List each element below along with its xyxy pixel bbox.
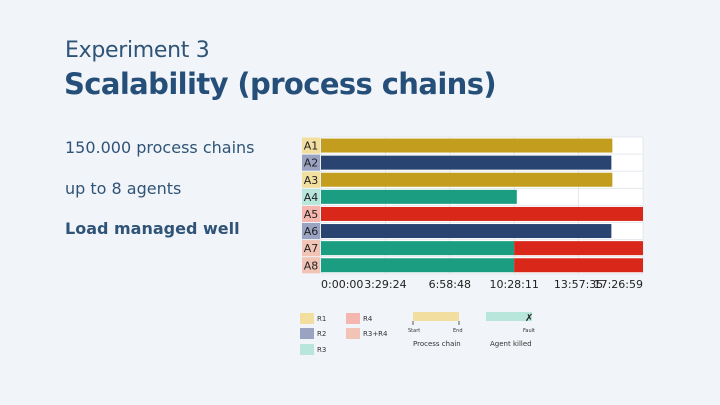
legend-fault-marker: ✗ [525, 313, 533, 324]
agent-label-a4: A4 [304, 191, 319, 204]
legend-swatch-r2 [300, 328, 314, 339]
agent-bar-a8-seg2 [514, 258, 643, 273]
agent-label-a3: A3 [304, 174, 319, 187]
legend-agent-killed-bar [486, 312, 532, 321]
agent-bar-a3-seg1 [321, 172, 613, 187]
agent-label-bg-a3 [302, 171, 320, 188]
agent-label-bg-a7 [302, 240, 320, 257]
agent-label-bg-a8 [302, 257, 320, 274]
bullet-agents: up to 8 agents [65, 179, 182, 198]
agent-bar-a1-seg1 [321, 138, 613, 153]
agent-label-bg-a5 [302, 205, 320, 222]
x-tick-label: 6:58:48 [429, 278, 471, 291]
x-tick-label: 17:26:59 [594, 278, 643, 291]
legend-label-r2: R2 [317, 330, 326, 338]
agent-bar-a7-seg1 [321, 241, 515, 256]
legend-agent-killed-caption: Agent killed [490, 340, 532, 348]
legend-end-label: End [453, 328, 463, 334]
legend-fault-label: Fault [523, 328, 535, 334]
agent-bar-a2-seg1 [321, 155, 612, 170]
agent-label-bg-a6 [302, 223, 320, 240]
legend-swatch-r3-r4 [346, 328, 360, 339]
agent-bar-a4-seg1 [321, 189, 517, 204]
agent-bar-a5-seg1 [321, 206, 643, 221]
agent-bar-a6-seg1 [321, 224, 612, 239]
legend-label-r4: R4 [363, 315, 373, 323]
agent-label-bg-a2 [302, 154, 320, 171]
x-tick-label: 3:29:24 [364, 278, 406, 291]
legend-swatch-r4 [346, 313, 360, 324]
bullet-load: Load managed well [65, 219, 240, 238]
legend-start-label: Start [408, 328, 420, 334]
legend-swatch-r3 [300, 344, 314, 355]
legend-label-r3-r4: R3+R4 [363, 330, 388, 338]
agent-label-a6: A6 [304, 225, 319, 238]
agent-label-a1: A1 [304, 140, 319, 153]
agent-bar-a7-seg2 [514, 241, 643, 256]
x-tick-label: 13:57:35 [554, 278, 603, 291]
x-tick-label: 10:28:11 [489, 278, 538, 291]
agent-label-a8: A8 [304, 259, 319, 272]
agent-label-a5: A5 [304, 208, 319, 221]
legend-label-r3: R3 [317, 346, 326, 354]
legend-process-chain-caption: Process chain [413, 340, 461, 348]
agent-label-bg-a4 [302, 188, 320, 205]
legend-swatch-r1 [300, 313, 314, 324]
agent-label-a7: A7 [304, 242, 319, 255]
agent-label-bg-a1 [302, 137, 320, 154]
x-tick-label: 0:00:00 [321, 278, 363, 291]
legend-process-chain-bar [413, 312, 459, 321]
slide-title: Scalability (process chains) [64, 67, 497, 101]
legend-label-r1: R1 [317, 315, 326, 323]
agent-bar-a8-seg1 [321, 258, 515, 273]
slide-subtitle: Experiment 3 [65, 38, 210, 63]
bullet-process-chains: 150.000 process chains [65, 138, 255, 157]
agent-label-a2: A2 [304, 157, 319, 170]
